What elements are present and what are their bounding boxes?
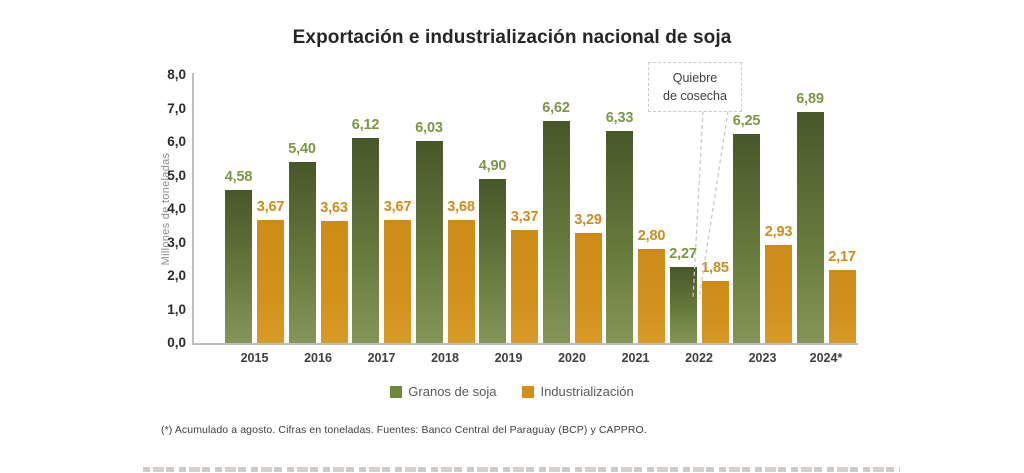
x-tick-label: 2023 (748, 351, 777, 365)
y-tick-label: 2,0 (167, 268, 186, 283)
value-label: 6,12 (351, 116, 380, 133)
value-label: 6,33 (605, 109, 634, 126)
x-tick-label: 2017 (367, 351, 396, 365)
value-label: 4,90 (478, 157, 507, 174)
legend-item-industrializacion: Industrialización (522, 384, 634, 399)
x-tick-label: 2021 (621, 351, 650, 365)
bar-industrializacion-2019 (511, 230, 538, 343)
value-label: 3,67 (256, 199, 285, 216)
annotation-callout: Quiebre de cosecha (648, 62, 742, 112)
x-tick-label: 2020 (558, 351, 586, 365)
y-tick-label: 3,0 (167, 234, 186, 250)
value-label: 6,25 (732, 112, 761, 129)
bar-industrializacion-2018 (447, 219, 475, 343)
y-axis-line (192, 73, 194, 344)
cutoff-text-line (143, 467, 900, 472)
x-tick-label: 2022 (685, 351, 713, 365)
legend-swatch-industrializacion (522, 385, 535, 398)
y-tick-label: 0,0 (167, 335, 186, 350)
value-label: 6,03 (415, 119, 443, 136)
bar-industrializacion-2020 (574, 232, 602, 343)
bar-granos-2024* (796, 112, 824, 343)
y-tick-label: 4,0 (167, 201, 186, 216)
legend-label-granos: Granos de soja (408, 384, 497, 399)
bar-granos-2020 (542, 121, 570, 343)
x-tick-label: 2015 (240, 351, 269, 365)
value-label: 6,62 (542, 100, 570, 117)
value-label: 3,68 (447, 198, 475, 215)
y-tick-label: 1,0 (167, 301, 186, 317)
annotation-line1: Quiebre (672, 70, 718, 85)
bar-granos-2015 (225, 189, 252, 343)
y-tick-label: 8,0 (167, 67, 186, 82)
bar-granos-2019 (479, 178, 506, 343)
value-label: 3,29 (574, 211, 602, 228)
y-tick-label: 7,0 (167, 100, 186, 116)
y-tick-label: 6,0 (167, 134, 186, 149)
bar-industrializacion-2016 (320, 221, 348, 343)
value-label: 2,27 (669, 245, 697, 262)
footnote: (*) Acumulado a agosto. Cifras en tonela… (161, 424, 647, 436)
value-label: 2,80 (637, 228, 666, 245)
legend-item-granos: Granos de soja (390, 384, 496, 399)
value-label: 6,89 (796, 91, 824, 108)
bar-industrializacion-2022 (701, 281, 729, 343)
bar-industrializacion-2024* (828, 270, 856, 343)
legend-swatch-granos (390, 385, 403, 398)
x-tick-label: 2018 (431, 351, 459, 365)
value-label: 5,40 (288, 141, 316, 158)
bar-granos-2017 (352, 137, 379, 343)
bar-industrializacion-2015 (257, 220, 284, 343)
bar-granos-2018 (415, 140, 443, 343)
x-tick-label: 2024* (809, 351, 843, 365)
value-label: 2,93 (764, 223, 793, 240)
bar-granos-2022 (669, 266, 697, 343)
y-tick-label: 5,0 (167, 167, 186, 183)
value-label: 3,37 (510, 209, 539, 226)
value-label: 3,67 (383, 199, 412, 216)
bar-granos-2021 (606, 130, 633, 343)
value-label: 4,58 (224, 168, 253, 185)
chart-title: Exportación e industrialización nacional… (292, 27, 732, 48)
bar-industrializacion-2017 (384, 220, 411, 343)
legend: Granos de soja Industrialización (0, 384, 1024, 399)
annotation-line2: de cosecha (663, 89, 727, 103)
bar-industrializacion-2021 (638, 249, 665, 343)
legend-label-industrializacion: Industrialización (540, 384, 634, 399)
bar-industrializacion-2023 (765, 244, 792, 343)
bar-granos-2016 (288, 162, 316, 343)
bar-granos-2023 (733, 133, 760, 343)
value-label: 2,17 (828, 249, 856, 266)
x-tick-label: 2019 (494, 351, 523, 365)
x-axis-line (192, 343, 858, 345)
x-tick-label: 2016 (304, 351, 332, 365)
value-label: 3,63 (320, 200, 348, 217)
